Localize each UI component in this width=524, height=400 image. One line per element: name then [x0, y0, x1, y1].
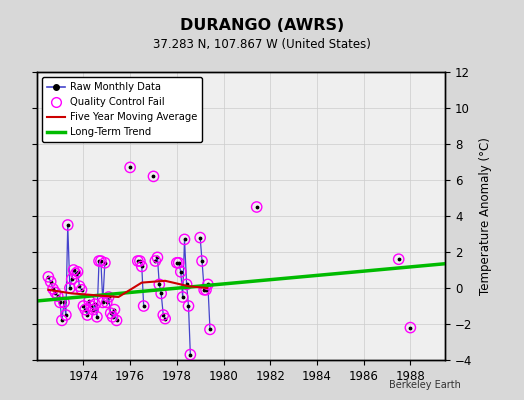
Point [149, 173, 158, 180]
Point [406, 324, 414, 331]
Point [81, 306, 90, 313]
Point [126, 164, 134, 170]
Point [44, 274, 52, 280]
Point [139, 303, 148, 309]
Point [78, 286, 86, 293]
Point [68, 276, 76, 282]
Point [174, 260, 183, 266]
Point [62, 312, 70, 318]
Point [91, 301, 99, 307]
Point [87, 303, 95, 309]
Point [180, 236, 189, 242]
Point [93, 314, 101, 320]
Point [108, 314, 117, 320]
Point [103, 299, 111, 306]
Point [97, 258, 105, 264]
Point [69, 267, 78, 273]
Point [71, 270, 80, 277]
Point [83, 312, 92, 318]
Point [159, 312, 168, 318]
Point [134, 258, 142, 264]
Point [172, 260, 181, 266]
Point [151, 258, 159, 264]
Legend: Raw Monthly Data, Quality Control Fail, Five Year Moving Average, Long-Term Tren: Raw Monthly Data, Quality Control Fail, … [42, 77, 202, 142]
Point [89, 306, 97, 313]
Point [253, 204, 261, 210]
Point [157, 290, 166, 297]
Point [112, 317, 121, 324]
Point [63, 222, 72, 228]
Point [206, 326, 214, 333]
Point [60, 299, 68, 306]
Point [106, 310, 115, 316]
Point [161, 315, 169, 322]
Point [202, 286, 210, 293]
Point [196, 234, 204, 241]
Point [85, 298, 93, 304]
Point [56, 299, 64, 306]
Point [200, 286, 209, 293]
Point [99, 299, 107, 306]
Point [136, 258, 144, 264]
Point [186, 352, 194, 358]
Point [204, 281, 212, 288]
Point [47, 278, 55, 285]
Point [104, 294, 113, 300]
Point [53, 293, 62, 299]
Point [138, 263, 146, 270]
Point [395, 256, 403, 262]
Point [155, 281, 163, 288]
Point [177, 269, 185, 275]
Point [101, 260, 109, 266]
Point [179, 294, 187, 300]
Point [153, 254, 161, 261]
Point [110, 306, 118, 313]
Point [95, 258, 103, 264]
Point [51, 289, 60, 296]
Text: 37.283 N, 107.867 W (United States): 37.283 N, 107.867 W (United States) [153, 38, 371, 51]
Point [58, 317, 66, 324]
Point [79, 303, 88, 309]
Point [75, 283, 84, 290]
Point [184, 303, 193, 309]
Y-axis label: Temperature Anomaly (°C): Temperature Anomaly (°C) [479, 137, 493, 295]
Point [66, 285, 74, 291]
Text: DURANGO (AWRS): DURANGO (AWRS) [180, 18, 344, 33]
Point [198, 258, 206, 264]
Point [49, 286, 57, 292]
Point [182, 281, 191, 288]
Text: Berkeley Earth: Berkeley Earth [389, 380, 461, 390]
Point [73, 269, 82, 275]
